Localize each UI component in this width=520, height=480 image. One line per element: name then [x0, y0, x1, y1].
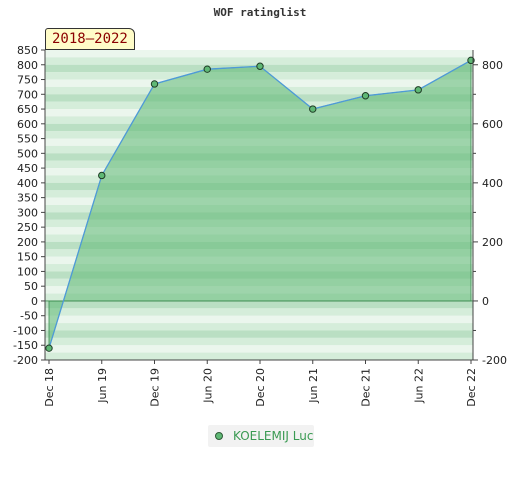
y-tick-label-right: 400: [482, 177, 503, 190]
x-tick-label: Jun 19: [96, 368, 109, 404]
y-tick-label-left: 400: [17, 177, 38, 190]
x-tick-label: Dec 19: [149, 368, 162, 407]
y-tick-label-left: 250: [17, 221, 38, 234]
period-label: 2018–2022: [45, 28, 135, 50]
grid-band: [45, 300, 473, 309]
y-tick-label-left: -50: [20, 310, 38, 323]
grid-band: [45, 345, 473, 353]
grid-band: [45, 57, 473, 65]
y-tick-label-left: 700: [17, 88, 38, 101]
grid-band: [45, 330, 473, 338]
y-tick-label-left: 100: [17, 265, 38, 278]
y-tick-label-left: 500: [17, 147, 38, 160]
y-tick-label-left: 350: [17, 192, 38, 205]
y-tick-label-left: 0: [31, 295, 38, 308]
data-point: [256, 62, 264, 70]
y-tick-label-right: 600: [482, 118, 503, 131]
y-tick-label-left: 200: [17, 236, 38, 249]
y-tick-label-left: 850: [17, 44, 38, 57]
y-tick-label-left: -100: [13, 324, 38, 337]
x-tick-label: Dec 18: [43, 368, 56, 407]
x-tick-label: Dec 20: [254, 368, 267, 407]
y-tick-label-right: -200: [482, 354, 507, 367]
y-tick-label-right: 200: [482, 236, 503, 249]
y-tick-label-left: 550: [17, 133, 38, 146]
x-tick-label: Jun 22: [412, 368, 425, 404]
chart-title: WOF ratinglist: [213, 6, 307, 19]
y-tick-label-right: 800: [482, 59, 503, 72]
y-tick-label-left: 800: [17, 59, 38, 72]
grid-band: [45, 315, 473, 324]
grid-band: [45, 323, 473, 331]
x-tick-label: Dec 22: [465, 368, 478, 407]
y-tick-label-left: 750: [17, 74, 38, 87]
y-tick-label-left: -200: [13, 354, 38, 367]
grid-band: [45, 50, 473, 58]
legend[interactable]: KOELEMIJ Luc: [208, 425, 314, 447]
data-point: [414, 86, 422, 94]
x-tick-label: Jun 20: [201, 368, 214, 404]
y-tick-label-left: 650: [17, 103, 38, 116]
y-tick-label-left: 600: [17, 118, 38, 131]
grid-band: [45, 337, 473, 346]
x-tick-label: Dec 21: [360, 368, 373, 407]
y-tick-label-left: 450: [17, 162, 38, 175]
y-tick-label-left: -150: [13, 339, 38, 352]
data-point: [309, 105, 317, 113]
data-point: [203, 65, 211, 73]
data-point: [150, 80, 159, 88]
legend-label: KOELEMIJ Luc: [233, 429, 314, 443]
y-tick-label-left: 150: [17, 251, 38, 264]
y-tick-label-right: 0: [482, 295, 489, 308]
y-tick-label-left: 50: [24, 280, 38, 293]
data-point: [361, 92, 370, 100]
grid-band: [45, 352, 473, 360]
grid-band: [45, 308, 473, 316]
y-tick-label-left: 300: [17, 206, 38, 219]
data-point: [98, 171, 106, 180]
data-point: [45, 344, 53, 352]
x-tick-label: Jun 21: [307, 368, 320, 404]
legend-marker-icon: [215, 432, 223, 440]
